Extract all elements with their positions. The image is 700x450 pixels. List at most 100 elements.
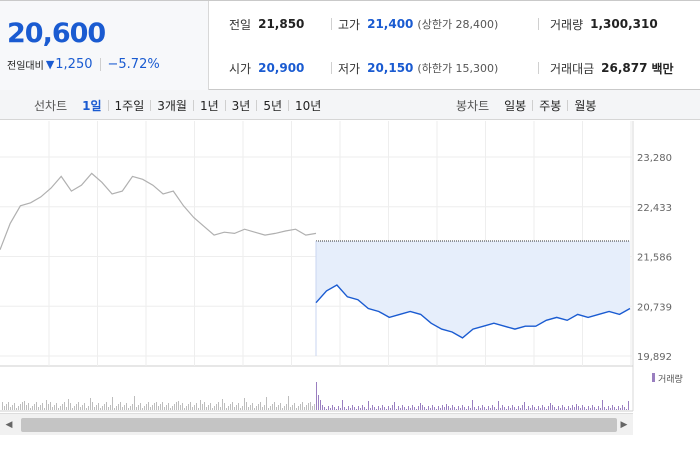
volume-bar (410, 408, 411, 410)
volume-bar (248, 407, 249, 410)
volume-bar (380, 408, 381, 410)
y-tick-label: 19,892 (637, 352, 672, 363)
volume-bar (38, 407, 39, 410)
candle-period-tab[interactable]: 일봉 (504, 98, 527, 113)
volume-bar (556, 409, 557, 410)
volume-bar (162, 402, 163, 410)
candle-period-tab[interactable]: 월봉 (574, 98, 597, 113)
volume-bar (252, 403, 253, 410)
chart-scrollbar[interactable]: ◀ ▶ (0, 413, 633, 435)
volume-bar (538, 406, 539, 410)
volume-bar (342, 400, 343, 410)
volume-bar (322, 405, 323, 410)
quote-panel: 20,600 전일대비 ▼ 1,250 −5.72% 전일 21,850 고가 … (0, 0, 700, 90)
volume-bar (356, 409, 357, 410)
volume-bar (110, 405, 111, 410)
volume-bar (404, 407, 405, 410)
volume-bar (498, 401, 499, 410)
y-tick-label: 21,586 (637, 253, 672, 264)
volume-bar (360, 408, 361, 410)
volume-bar (350, 408, 351, 410)
volume-bar (626, 409, 627, 410)
volume-bar (524, 402, 525, 410)
volume-bar (330, 408, 331, 410)
volume-bar (70, 403, 71, 410)
volume-bar (450, 408, 451, 410)
period-tab[interactable]: 10년 (295, 98, 322, 113)
volume-legend-swatch (652, 373, 655, 382)
volume-bar (128, 408, 129, 410)
open-value: 20,900 (258, 61, 305, 75)
volume-bar (12, 405, 13, 410)
volume-bar (30, 408, 31, 410)
volume-bar (86, 408, 87, 410)
volume-bar (564, 407, 565, 410)
volume-bar (334, 407, 335, 410)
volume-bar (180, 405, 181, 410)
volume-bar (406, 409, 407, 410)
volume-bar (36, 402, 37, 410)
volume-bar (372, 405, 373, 410)
volume-bar (40, 405, 41, 410)
candle-period-tab[interactable]: 주봉 (539, 98, 562, 113)
volume-bar (604, 407, 605, 410)
period-tab[interactable]: 1년 (199, 98, 219, 113)
volume-bar (602, 400, 603, 410)
volume-bar (232, 402, 233, 410)
period-tab[interactable]: 1일 (82, 98, 102, 113)
divider (150, 99, 152, 111)
volume-bar (130, 406, 131, 410)
volume-bar (370, 408, 371, 410)
volume-bar (278, 405, 279, 410)
volume-bar (254, 408, 255, 410)
volume-bar (112, 397, 113, 410)
divider (288, 99, 290, 111)
volume-bar (266, 397, 267, 410)
volume-bar (152, 405, 153, 410)
volume-bar (82, 405, 83, 410)
volume-bar (166, 405, 167, 410)
volume-bar (478, 406, 479, 410)
volume-bar (10, 407, 11, 410)
volume-bar (78, 402, 79, 410)
volume-bar (600, 408, 601, 410)
volume-bar (572, 405, 573, 410)
volume-bar (238, 403, 239, 410)
period-tab[interactable]: 5년 (263, 98, 283, 113)
volume-bar (452, 405, 453, 410)
volume-bar (458, 406, 459, 410)
volume-bar (140, 403, 141, 410)
period-tab[interactable]: 3년 (231, 98, 251, 113)
volume-bar (56, 403, 57, 410)
volume-bar (190, 402, 191, 410)
volume-bar (472, 400, 473, 410)
volume-bar (440, 408, 441, 410)
volume-bar (80, 407, 81, 410)
divider (567, 99, 569, 111)
volume-bar (468, 406, 469, 410)
volume-bar (520, 408, 521, 410)
amount-label: 거래대금 (550, 61, 595, 76)
volume-bar (570, 408, 571, 410)
volume-bar (606, 409, 607, 410)
low-label: 저가 (338, 61, 361, 76)
volume-bar (462, 405, 463, 410)
volume-bar (542, 405, 543, 410)
volume-bar (284, 406, 285, 410)
divider (532, 99, 534, 111)
divider (107, 99, 109, 111)
scroll-right-icon[interactable]: ▶ (620, 419, 628, 430)
divider (331, 62, 332, 74)
volume-bar (384, 407, 385, 410)
down-triangle-icon: ▼ (45, 57, 55, 71)
high-value: 21,400 (367, 17, 414, 31)
volume-bar (204, 402, 205, 410)
period-tab[interactable]: 3개월 (157, 98, 187, 113)
scroll-thumb[interactable] (21, 418, 617, 432)
volume-bar (46, 400, 47, 410)
volume-bar (528, 406, 529, 410)
volume-bar (576, 404, 577, 410)
volume-bar (276, 407, 277, 410)
scroll-left-icon[interactable]: ◀ (5, 419, 13, 430)
period-tab[interactable]: 1주일 (114, 98, 145, 113)
